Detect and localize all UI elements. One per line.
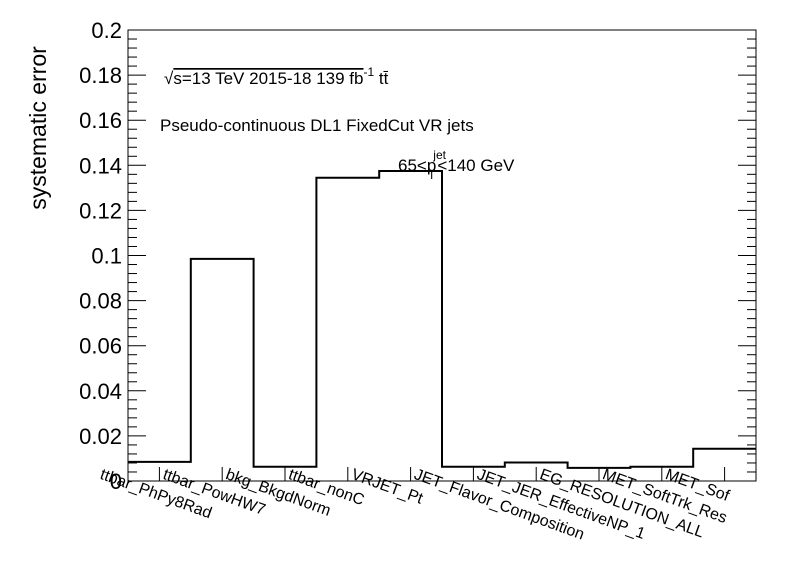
histogram-step-line [128,169,756,469]
y-tick-label: 0 [110,469,122,494]
annotation-pt-range: 65<pjet T <140 GeV [398,148,515,182]
annotation-tagger: Pseudo-continuous DL1 FixedCut VR jets [160,116,474,135]
y-tick-label: 0.06 [79,334,122,359]
y-tick-label: 0.16 [79,108,122,133]
y-tick-label: 0.04 [79,379,122,404]
annotation-process: tt̄ [374,69,389,88]
histogram-bin-2 [191,259,254,481]
annotation-energy-lumi: √s=13 TeV 2015-18 139 fb-1 tt̄ [164,65,389,88]
y-tick-label: 0.1 [91,244,122,269]
annotation-pt-sup: jet [432,148,446,162]
histogram-bin-5 [379,171,442,481]
y-axis-title: systematic error [25,46,51,210]
annotation-pt-low: 65<p [398,156,436,175]
x-axis-ticks [158,467,726,481]
sqrt-symbol: √ [164,69,174,88]
annotation-energy-text: s=13 TeV 2015-18 139 fb [173,69,363,88]
y-tick-label: 0.2 [91,18,122,43]
annotation-pt-sub: T [428,168,436,182]
annotation-pt-high: <140 GeV [437,156,515,175]
y-tick-label: 0.02 [79,424,122,449]
y-tick-label: 0.12 [79,198,122,223]
x-axis-category-labels: ttbar_PhPy8Radttbar_PowHW7bkg_BkgdNormtt… [98,466,732,543]
histogram-bin-4 [316,178,379,481]
y-tick-label: 0.14 [79,153,122,178]
y-tick-label: 0.08 [79,289,122,314]
annotation-lumi-exponent: -1 [364,65,375,79]
y-axis-ticks: 0 0.02 0.04 0.06 0.08 0.1 0.12 0.14 0.16 0.18 0.2 [79,18,756,494]
y-tick-label: 0.18 [79,63,122,88]
